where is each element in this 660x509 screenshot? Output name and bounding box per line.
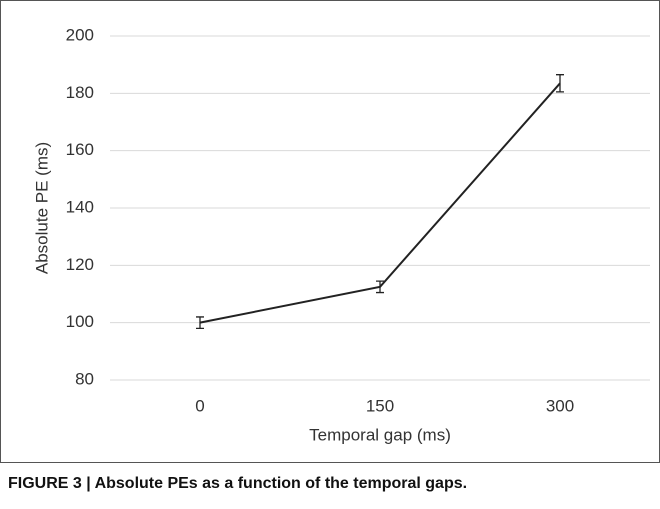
x-axis-label: Temporal gap (ms) [309, 425, 451, 444]
x-tick-label: 0 [195, 396, 204, 415]
x-tick-label: 300 [546, 396, 574, 415]
caption: FIGURE 3 | Absolute PEs as a function of… [8, 475, 467, 492]
y-tick-label: 80 [75, 369, 94, 388]
y-tick-label: 200 [66, 25, 94, 44]
error-bar [376, 280, 384, 294]
error-bar [196, 316, 204, 330]
x-tick-label: 150 [366, 396, 394, 415]
y-tick-label: 160 [66, 140, 94, 159]
figure-frame [0, 0, 660, 463]
y-tick-label: 120 [66, 255, 94, 274]
y-tick-label: 100 [66, 312, 94, 331]
y-tick-label: 140 [66, 197, 94, 216]
error-bar [556, 74, 564, 93]
y-tick-label: 180 [66, 83, 94, 102]
y-axis-label: Absolute PE (ms) [32, 142, 51, 274]
